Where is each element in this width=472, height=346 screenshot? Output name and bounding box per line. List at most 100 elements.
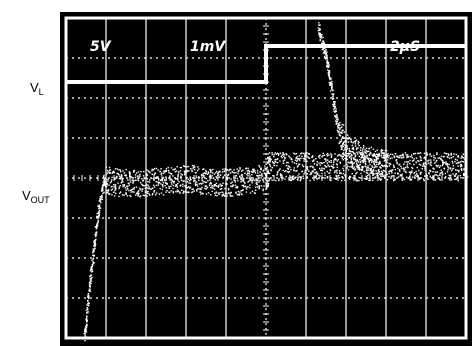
vout-trace-point bbox=[335, 163, 338, 165]
vout-trace-point bbox=[388, 172, 390, 175]
vout-trace-point bbox=[235, 174, 237, 177]
vout-trace-point bbox=[238, 193, 240, 195]
vout-trace-point bbox=[374, 161, 376, 163]
vout-transient-point bbox=[354, 153, 356, 155]
vout-trace-point bbox=[164, 185, 166, 187]
vout-trace-point bbox=[401, 174, 403, 177]
vout-trace-point bbox=[231, 170, 233, 173]
vout-trace-point bbox=[254, 170, 256, 172]
vout-trace-point bbox=[291, 161, 293, 163]
vout-trace-point bbox=[196, 185, 199, 187]
vout-transient-point bbox=[370, 161, 373, 163]
vout-trace-point bbox=[367, 165, 369, 167]
vout-trace-point bbox=[104, 186, 107, 188]
vout-transient-point bbox=[331, 88, 333, 90]
vout-trace-point bbox=[180, 179, 183, 181]
vout-trace-point bbox=[286, 164, 288, 167]
vout-trace-point bbox=[116, 172, 118, 175]
vout-trace-point bbox=[365, 178, 367, 180]
vout-trace-point bbox=[316, 163, 318, 166]
vout-trace-point bbox=[137, 194, 140, 196]
vout-trace-point bbox=[388, 165, 391, 167]
vout-transient-point bbox=[319, 36, 321, 38]
vout-trace-point bbox=[170, 173, 173, 175]
vout-trace-point bbox=[349, 162, 351, 164]
vout-transient-point bbox=[327, 73, 330, 76]
vout-trace-point bbox=[391, 172, 393, 174]
vout-trace-point bbox=[106, 185, 108, 187]
vout-trace-point bbox=[399, 174, 402, 176]
vout-transient-point bbox=[352, 146, 354, 149]
vout-trace-point bbox=[313, 159, 315, 161]
vout-trace-point bbox=[328, 172, 331, 174]
vout-trace-point bbox=[266, 185, 268, 187]
vout-trace-point bbox=[119, 171, 122, 173]
vout-trace-point bbox=[210, 170, 212, 172]
vout-transient-point bbox=[328, 75, 330, 77]
vout-trace-point bbox=[384, 174, 386, 176]
vout-trace-point bbox=[90, 266, 93, 268]
vout-trace-point bbox=[141, 190, 143, 192]
vout-trace-point bbox=[346, 155, 349, 157]
vout-transient-point bbox=[326, 60, 328, 62]
vout-trace-point bbox=[429, 154, 431, 156]
vout-trace-point bbox=[84, 335, 86, 338]
vout-trace-point bbox=[339, 161, 341, 163]
vout-trace-point bbox=[267, 182, 270, 185]
vout-trace-point bbox=[113, 191, 115, 193]
vout-trace-point bbox=[436, 165, 438, 168]
vout-trace-point bbox=[129, 174, 131, 177]
vout-trace-point bbox=[210, 183, 213, 185]
vout-trace-point bbox=[267, 157, 269, 159]
vout-trace-point bbox=[411, 170, 413, 172]
vout-transient-point bbox=[363, 157, 365, 159]
vout-transient-point bbox=[347, 152, 350, 154]
vout-trace-point bbox=[248, 172, 250, 174]
vout-trace-point bbox=[118, 174, 120, 176]
vout-trace-point bbox=[97, 221, 99, 224]
vout-trace-point bbox=[367, 158, 370, 161]
vout-trace-point bbox=[425, 152, 427, 154]
vout-trace-point bbox=[134, 174, 137, 176]
vout-transient-point bbox=[326, 57, 328, 59]
vout-transient-point bbox=[381, 164, 383, 166]
vout-trace-point bbox=[137, 195, 139, 197]
vout-trace-point bbox=[459, 163, 462, 166]
vout-transient-point bbox=[329, 83, 332, 85]
vout-trace-point bbox=[237, 190, 240, 193]
vout-trace-point bbox=[290, 157, 293, 160]
vout-transient-point bbox=[333, 105, 335, 107]
vout-trace-point bbox=[265, 175, 267, 177]
vout-trace-point bbox=[429, 163, 431, 165]
vout-transient-point bbox=[324, 57, 327, 60]
vout-trace-point bbox=[201, 180, 204, 182]
vout-trace-point bbox=[332, 161, 335, 164]
vout-trace-point bbox=[330, 153, 332, 155]
vout-trace-point bbox=[99, 199, 101, 201]
vout-transient-point bbox=[332, 89, 334, 92]
vout-trace-point bbox=[340, 179, 343, 182]
vout-trace-point bbox=[437, 164, 439, 167]
vout-trace-point bbox=[432, 171, 434, 173]
vout-trace-point bbox=[97, 215, 100, 218]
vout-trace-point bbox=[153, 178, 155, 181]
vout-transient-point bbox=[335, 122, 338, 124]
vout-trace-point bbox=[213, 185, 215, 187]
vout-trace-point bbox=[428, 173, 430, 175]
vout-trace-point bbox=[386, 179, 389, 181]
vout-trace-point bbox=[226, 179, 228, 181]
vout-trace-point bbox=[91, 259, 93, 262]
vout-trace-point bbox=[149, 187, 151, 190]
vout-trace-point bbox=[205, 171, 207, 173]
vout-trace-point bbox=[117, 182, 119, 184]
vout-trace-point bbox=[196, 188, 198, 191]
vout-trace-point bbox=[351, 153, 353, 156]
vout-transient-point bbox=[368, 174, 370, 176]
vout-trace-point bbox=[443, 161, 446, 164]
vout-trace-point bbox=[239, 168, 241, 170]
vout-transient-point bbox=[344, 137, 346, 139]
vout-trace-point bbox=[170, 167, 173, 169]
vout-trace-point bbox=[155, 192, 158, 194]
vout-transient-point bbox=[382, 149, 384, 152]
vout-transient-point bbox=[362, 148, 364, 150]
